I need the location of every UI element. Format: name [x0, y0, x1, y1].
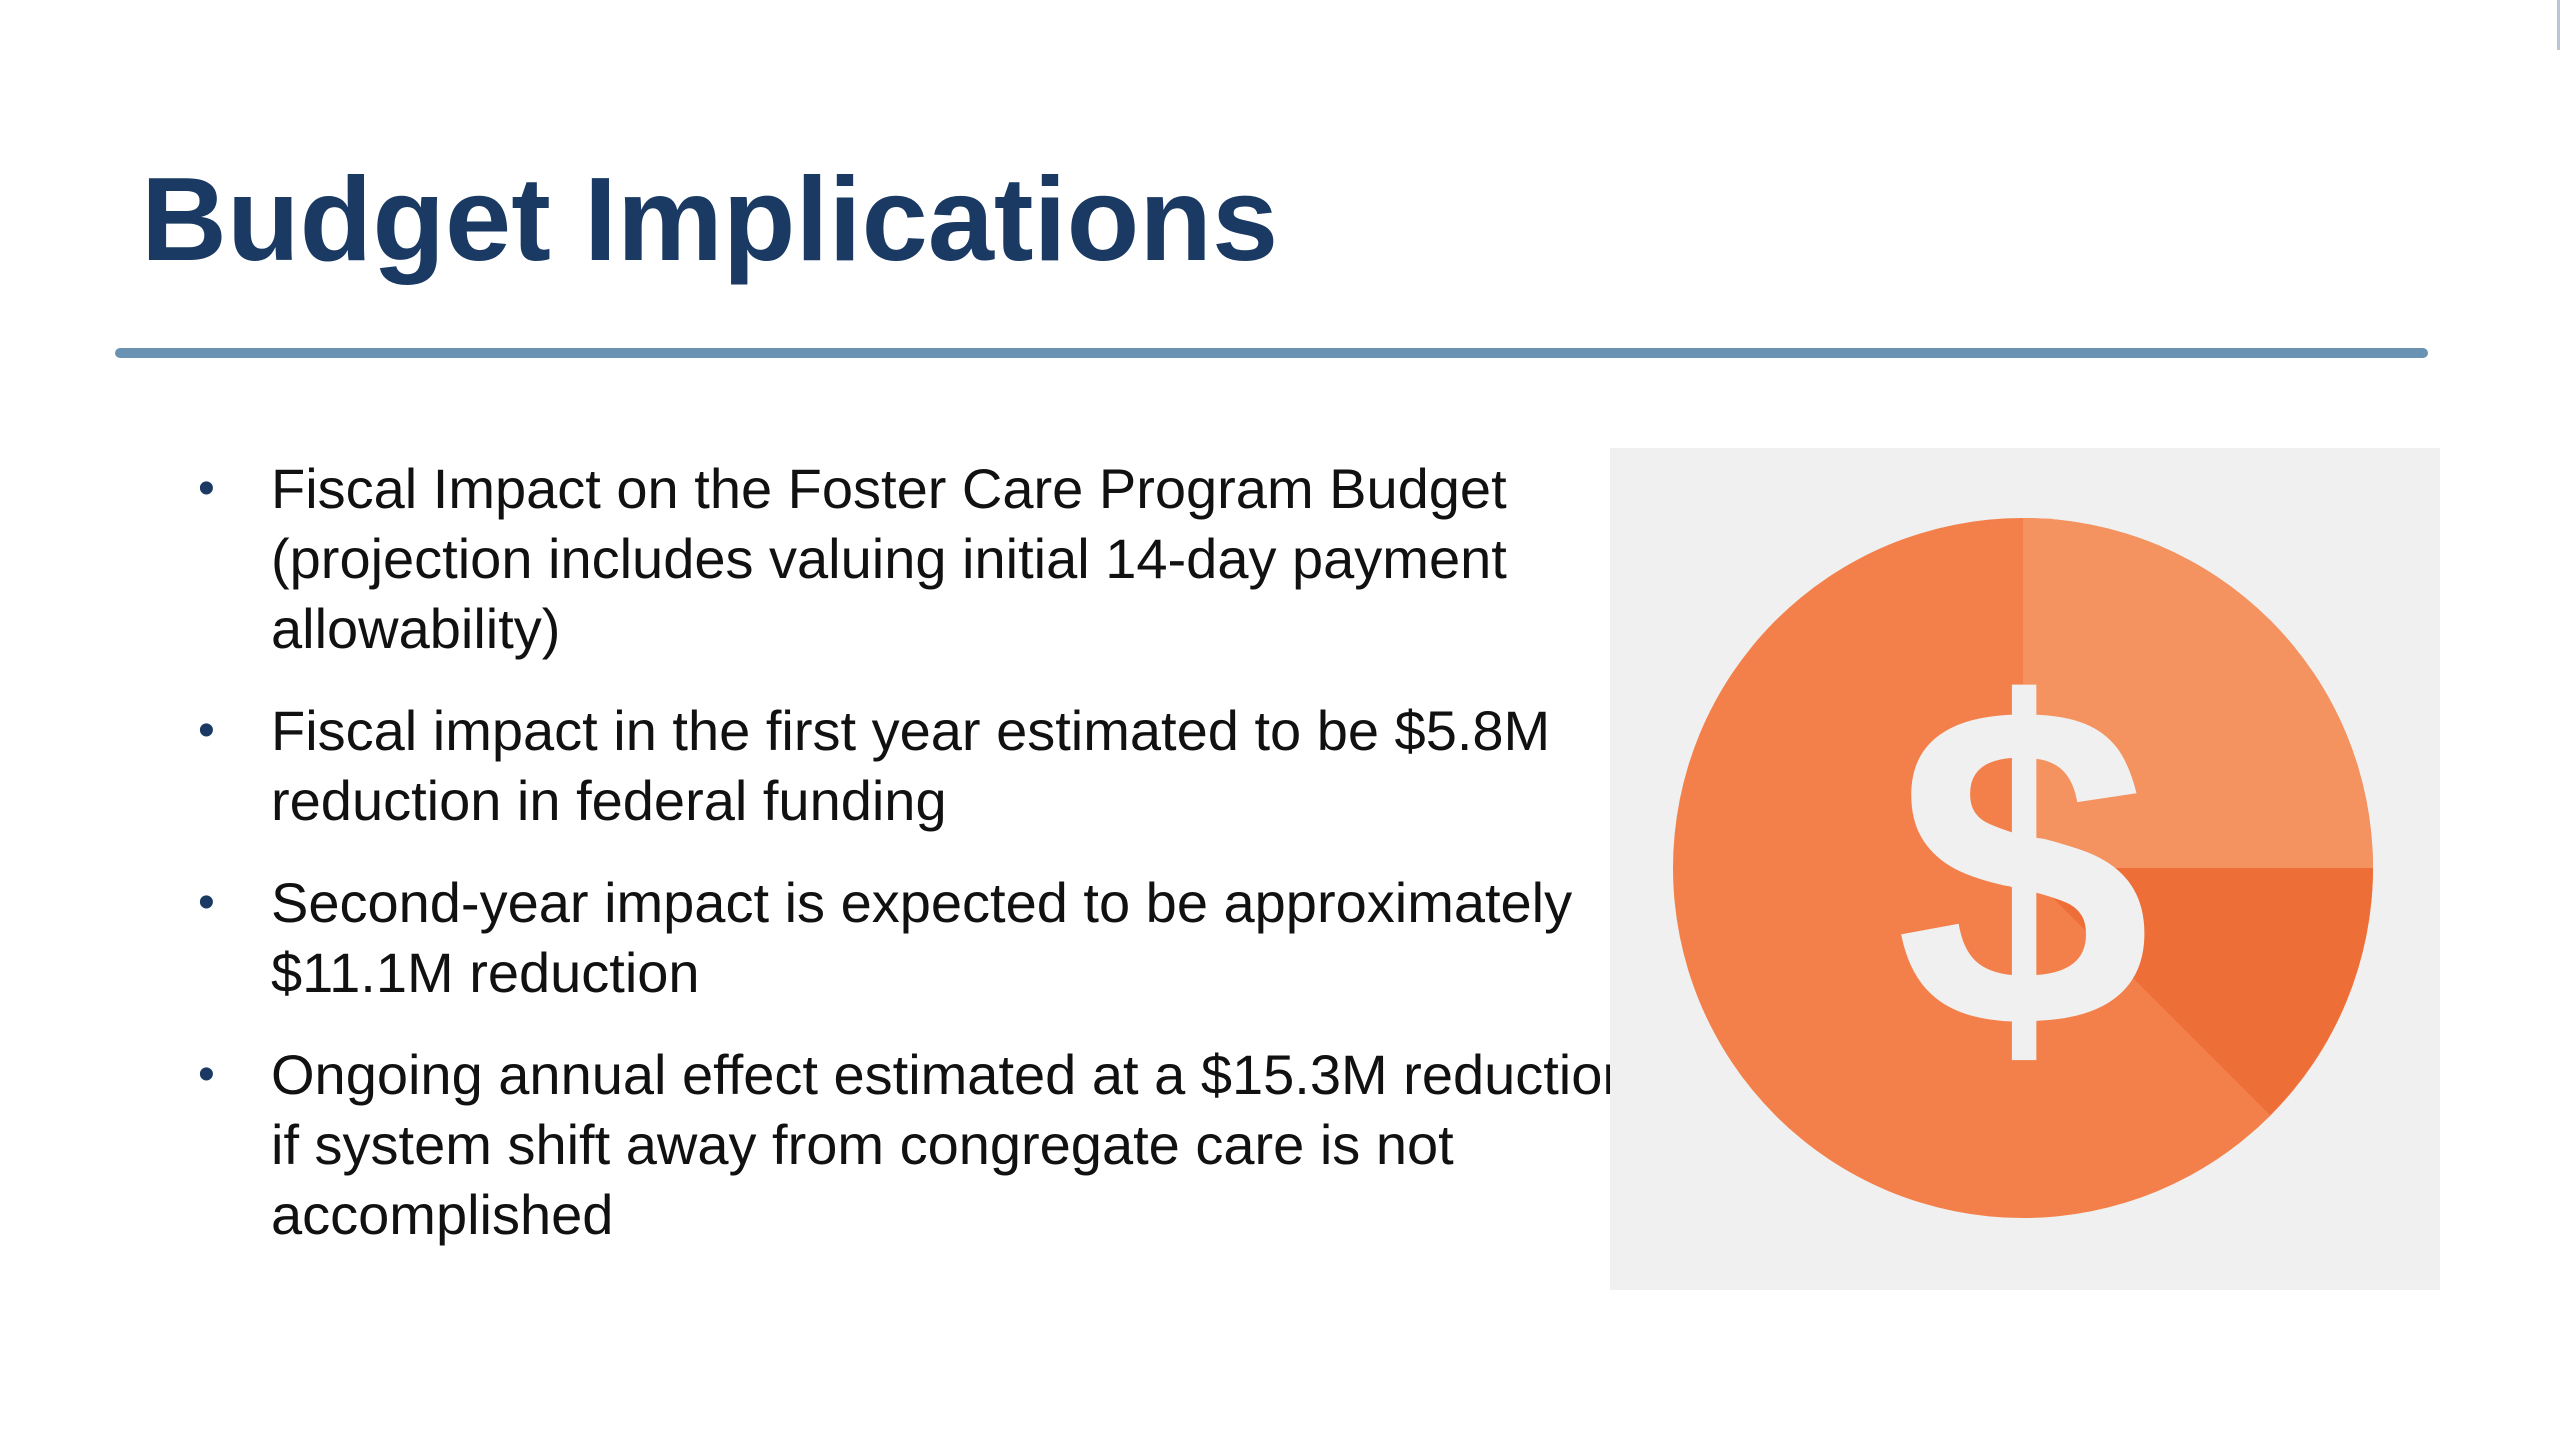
bullet-marker: •	[198, 704, 215, 757]
coin-dark-slice	[2023, 868, 2373, 1115]
bullet-marker: •	[198, 462, 215, 515]
bullet-text: Second-year impact is expected to be app…	[271, 871, 1573, 1004]
bullet-text: Fiscal Impact on the Foster Care Program…	[271, 457, 1507, 660]
window-edge-marker	[2557, 0, 2560, 50]
bullet-text: Fiscal impact in the first year estimate…	[271, 699, 1551, 832]
bullet-item: • Ongoing annual effect estimated at a $…	[190, 1040, 1640, 1250]
bullet-marker: •	[198, 1048, 215, 1101]
slide-title: Budget Implications	[141, 153, 1279, 286]
coin-light-slice	[2023, 518, 2373, 868]
dollar-symbol: $	[1895, 611, 2151, 1124]
title-divider	[115, 348, 2428, 358]
bullet-marker: •	[198, 876, 215, 929]
bullet-list: • Fiscal Impact on the Foster Care Progr…	[190, 454, 1640, 1282]
bullet-item: • Fiscal impact in the first year estima…	[190, 696, 1640, 836]
bullet-item: • Fiscal Impact on the Foster Care Progr…	[190, 454, 1640, 664]
bullet-text: Ongoing annual effect estimated at a $15…	[271, 1043, 1634, 1246]
dollar-image-panel: $	[1610, 448, 2440, 1290]
bullet-item: • Second-year impact is expected to be a…	[190, 868, 1640, 1008]
dollar-coin-icon: $	[1673, 518, 2373, 1218]
